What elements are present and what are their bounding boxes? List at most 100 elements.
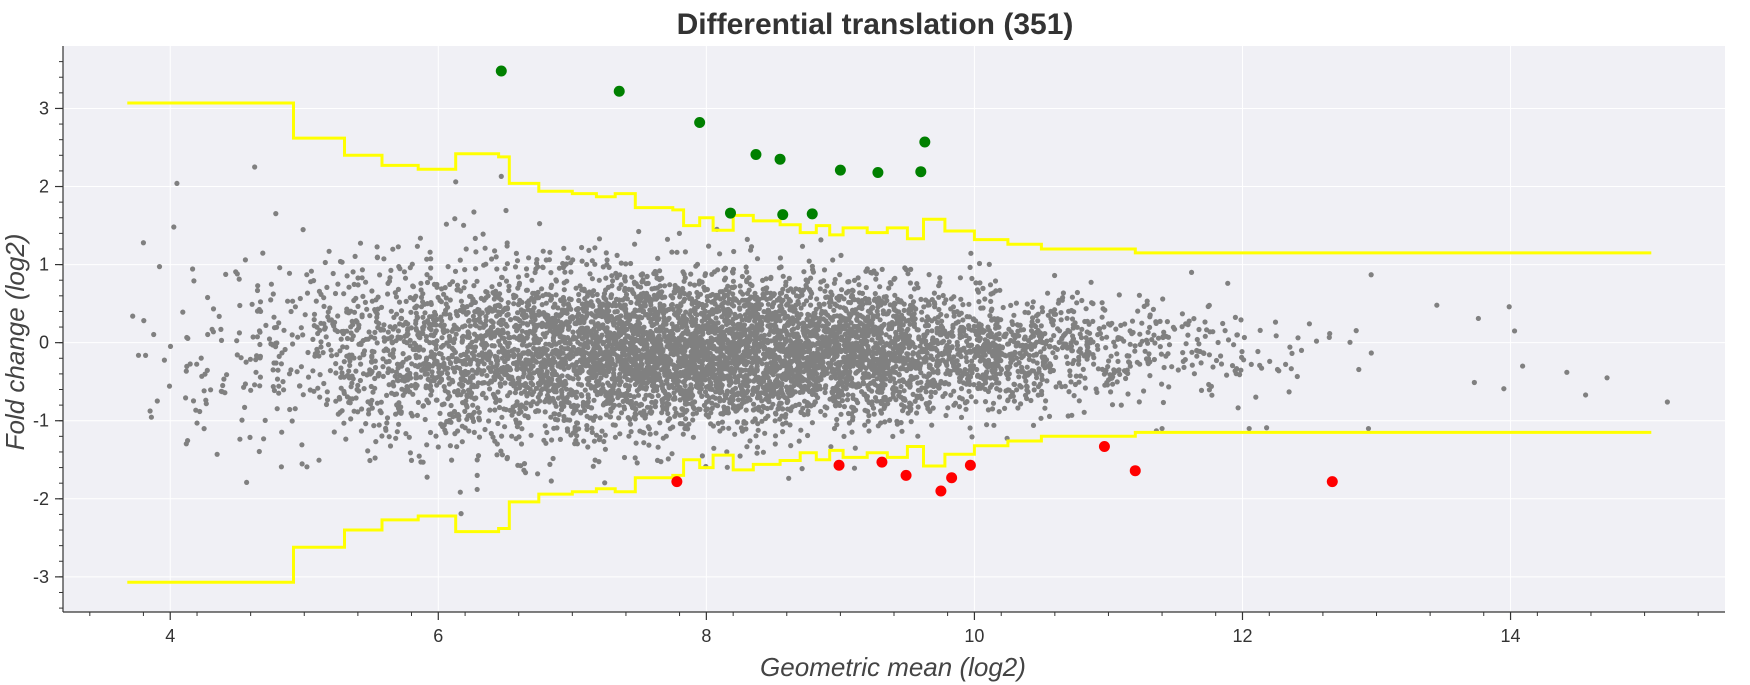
gene-point bbox=[1191, 371, 1197, 377]
gene-point bbox=[1161, 364, 1167, 371]
gene-point bbox=[473, 249, 479, 255]
gene-point bbox=[602, 432, 608, 438]
gene-point bbox=[320, 350, 326, 356]
gene-point bbox=[574, 359, 580, 365]
gene-point bbox=[257, 341, 263, 348]
gene-point bbox=[374, 340, 380, 346]
gene-point bbox=[632, 455, 638, 461]
gene-point bbox=[555, 377, 561, 383]
gene-point bbox=[979, 354, 985, 360]
gene-point bbox=[660, 435, 666, 441]
gene-point bbox=[843, 290, 850, 296]
gene-point bbox=[908, 419, 914, 425]
gene-point bbox=[216, 313, 222, 319]
gene-point bbox=[623, 261, 629, 267]
gene-point bbox=[497, 397, 503, 403]
gene-point bbox=[1160, 296, 1166, 302]
gene-point bbox=[308, 279, 314, 285]
gene-point bbox=[1031, 387, 1037, 393]
gene-point bbox=[395, 404, 401, 410]
gene-point bbox=[748, 244, 755, 250]
gene-point bbox=[584, 261, 590, 268]
gene-point bbox=[1090, 301, 1096, 307]
gene-point bbox=[318, 320, 324, 326]
gene-point bbox=[524, 343, 530, 349]
gene-point bbox=[805, 311, 811, 317]
gene-point bbox=[672, 406, 678, 412]
gene-point bbox=[713, 315, 719, 321]
gene-point bbox=[432, 330, 438, 336]
gene-point bbox=[463, 402, 469, 408]
gene-point bbox=[730, 278, 737, 284]
gene-point bbox=[725, 283, 731, 289]
gene-point bbox=[971, 323, 977, 329]
gene-point bbox=[1005, 376, 1011, 382]
gene-point bbox=[401, 269, 407, 275]
gene-point bbox=[352, 253, 358, 259]
gene-point bbox=[689, 301, 695, 307]
gene-point bbox=[686, 375, 692, 381]
gene-point bbox=[492, 438, 498, 444]
gene-point bbox=[672, 282, 678, 289]
gene-point bbox=[548, 284, 554, 291]
gene-point bbox=[943, 412, 949, 419]
gene-point bbox=[865, 408, 871, 414]
gene-point bbox=[372, 364, 379, 371]
gene-point bbox=[926, 272, 932, 278]
gene-point bbox=[1080, 366, 1086, 372]
gene-point bbox=[577, 283, 583, 289]
gene-point bbox=[424, 272, 430, 278]
gene-point bbox=[831, 425, 838, 432]
gene-point bbox=[279, 350, 285, 356]
gene-point bbox=[278, 464, 284, 470]
gene-point bbox=[809, 375, 815, 381]
gene-point bbox=[915, 380, 921, 386]
gene-point bbox=[1081, 409, 1087, 415]
gene-point bbox=[273, 211, 279, 217]
gene-point bbox=[754, 450, 760, 456]
gene-point bbox=[1114, 351, 1120, 357]
gene-point bbox=[234, 352, 240, 358]
gene-point bbox=[831, 307, 837, 313]
gene-point bbox=[726, 425, 732, 431]
gene-point bbox=[686, 421, 692, 427]
gene-point bbox=[1161, 329, 1167, 335]
gene-point bbox=[762, 430, 768, 436]
gene-point bbox=[1283, 361, 1289, 367]
gene-point bbox=[899, 428, 905, 434]
gene-point bbox=[1029, 304, 1035, 310]
gene-point bbox=[503, 207, 509, 214]
gene-point bbox=[302, 312, 308, 318]
gene-point bbox=[427, 249, 433, 255]
gene-point bbox=[1116, 292, 1122, 298]
gene-point bbox=[1206, 352, 1212, 358]
gene-point bbox=[1087, 330, 1093, 336]
gene-point bbox=[299, 461, 305, 467]
gene-point bbox=[325, 309, 331, 315]
gene-point bbox=[493, 399, 499, 405]
gene-point bbox=[674, 249, 680, 255]
gene-point bbox=[555, 395, 562, 401]
gene-point bbox=[1039, 388, 1045, 394]
gene-point bbox=[1035, 384, 1042, 390]
gene-point bbox=[433, 397, 439, 403]
gene-point bbox=[837, 272, 843, 278]
gene-point bbox=[278, 361, 284, 367]
gene-point bbox=[887, 302, 893, 308]
gene-point bbox=[282, 346, 288, 353]
gene-point bbox=[344, 353, 350, 359]
gene-point bbox=[1093, 386, 1099, 392]
gene-point bbox=[247, 434, 253, 440]
gene-point bbox=[670, 306, 676, 312]
gene-point bbox=[253, 357, 259, 363]
gene-point bbox=[492, 307, 498, 313]
gene-point bbox=[335, 281, 341, 287]
gene-point bbox=[471, 429, 477, 435]
gene-point bbox=[939, 318, 945, 324]
gene-point bbox=[1043, 398, 1049, 404]
gene-point bbox=[343, 436, 349, 442]
gene-point bbox=[890, 394, 896, 400]
gene-point bbox=[1130, 329, 1136, 336]
gene-point bbox=[1158, 351, 1164, 357]
gene-point bbox=[987, 282, 994, 288]
